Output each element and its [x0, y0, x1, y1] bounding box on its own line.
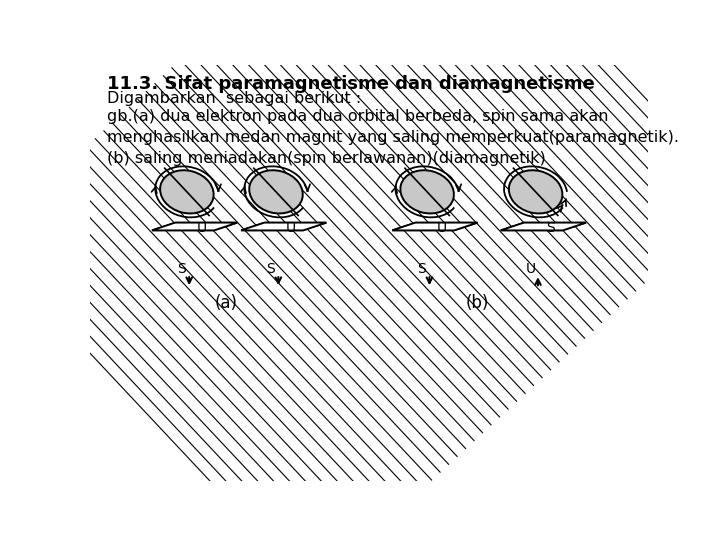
- Polygon shape: [152, 222, 238, 231]
- Text: S: S: [546, 221, 554, 235]
- Text: gb.(a) dua elektron pada dua orbital berbeda, spin sama akan
menghasilkan medan : gb.(a) dua elektron pada dua orbital ber…: [107, 110, 679, 166]
- Polygon shape: [500, 222, 586, 231]
- Text: 11.3. Sifat paramagnetisme dan diamagnetisme: 11.3. Sifat paramagnetisme dan diamagnet…: [107, 75, 595, 93]
- Text: U: U: [437, 221, 447, 235]
- Text: S: S: [177, 262, 186, 276]
- Ellipse shape: [160, 170, 214, 213]
- Text: (a): (a): [214, 294, 237, 313]
- Ellipse shape: [249, 170, 303, 213]
- Text: S: S: [417, 262, 426, 276]
- Polygon shape: [241, 222, 326, 231]
- Text: S: S: [266, 262, 274, 276]
- Polygon shape: [152, 222, 238, 231]
- Ellipse shape: [400, 170, 454, 213]
- Text: U: U: [526, 262, 536, 276]
- Polygon shape: [500, 222, 586, 231]
- Text: U: U: [286, 221, 296, 235]
- Polygon shape: [392, 222, 477, 231]
- Polygon shape: [152, 222, 238, 231]
- Polygon shape: [241, 222, 326, 231]
- Polygon shape: [392, 222, 477, 231]
- Polygon shape: [241, 222, 326, 231]
- Polygon shape: [500, 222, 586, 231]
- Ellipse shape: [509, 170, 562, 213]
- Polygon shape: [392, 222, 477, 231]
- Text: U: U: [197, 221, 207, 235]
- Text: (b): (b): [466, 294, 489, 313]
- Text: Digambarkan  sebagai berikut :: Digambarkan sebagai berikut :: [107, 91, 361, 106]
